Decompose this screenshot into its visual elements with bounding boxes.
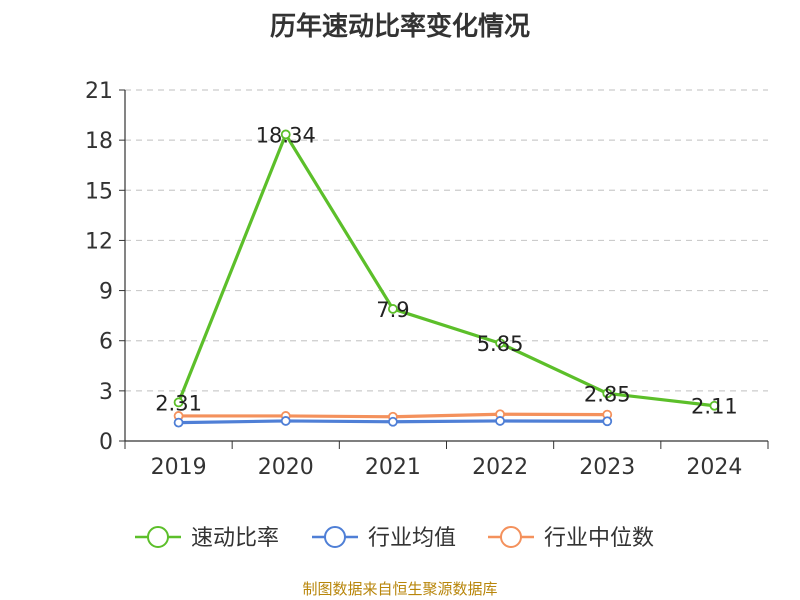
y-tick-label: 0 xyxy=(99,430,113,455)
grid-layer xyxy=(125,89,768,392)
data-point xyxy=(602,416,613,427)
x-tick-label-2024: 2024 xyxy=(686,455,742,480)
data-point xyxy=(602,388,613,399)
legend-marker xyxy=(147,526,169,548)
data-point xyxy=(709,400,720,411)
data-label: 2.31 xyxy=(155,391,202,415)
x-tick-label-2023: 2023 xyxy=(579,455,635,480)
legend-marker xyxy=(324,526,346,548)
legend: 速动比率 行业均值 行业中位数 xyxy=(135,526,654,551)
data-label: 18.34 xyxy=(256,123,316,147)
data-point xyxy=(173,397,184,408)
data-label: 2.85 xyxy=(584,382,631,406)
data-labels: 2.31 18.34 7.9 5.85 2.85 2.11 xyxy=(155,123,738,418)
y-tick-label: 9 xyxy=(99,280,113,305)
legend-item-1: 行业均值 xyxy=(312,526,456,551)
y-tick-label: 6 xyxy=(99,330,113,355)
data-point xyxy=(388,304,398,314)
legend-item-2: 行业中位数 xyxy=(488,526,654,551)
y-tick-label: 15 xyxy=(85,179,113,204)
y-tick-label: 3 xyxy=(99,380,113,405)
x-tick-label-2022: 2022 xyxy=(472,455,528,480)
axes: 0 3 6 9 12 15 18 21 2019 2020 2021 2022 2023 2024 xyxy=(85,79,769,480)
data-point xyxy=(173,417,184,428)
x-tick-label-2021: 2021 xyxy=(365,455,421,480)
y-tick-label: 21 xyxy=(85,79,113,104)
chart-title: 历年速动比率变化情况 xyxy=(269,12,530,42)
series-line-0 xyxy=(177,132,715,408)
legend-label: 速动比率 xyxy=(191,526,279,551)
source-footer: 制图数据来自恒生聚源数据库 xyxy=(302,580,498,598)
data-point xyxy=(280,416,291,426)
data-label: 5.85 xyxy=(477,332,524,356)
legend-label: 行业中位数 xyxy=(544,526,654,551)
x-tick-label-2019: 2019 xyxy=(151,455,207,480)
series-layer xyxy=(173,129,720,428)
data-label: 7.9 xyxy=(376,298,409,322)
data-label: 2.11 xyxy=(691,395,738,419)
legend-label: 行业均值 xyxy=(368,526,456,551)
data-point xyxy=(388,416,398,427)
data-point xyxy=(495,338,505,349)
legend-item-0: 速动比率 xyxy=(135,526,279,551)
data-point xyxy=(495,416,505,426)
legend-marker xyxy=(500,526,522,548)
y-tick-label: 12 xyxy=(85,229,113,254)
x-tick-label-2020: 2020 xyxy=(258,455,314,480)
data-point xyxy=(280,129,291,140)
y-tick-label: 18 xyxy=(85,129,113,154)
